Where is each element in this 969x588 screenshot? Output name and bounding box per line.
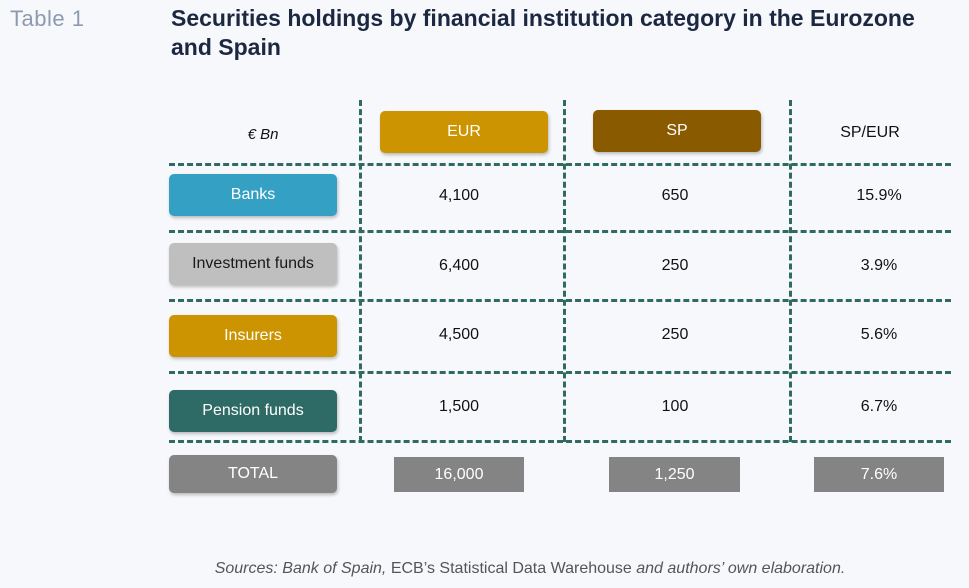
source-lead: Sources: Bank of Spain, [214,560,391,577]
cell-eur: 1,500 [438,398,480,415]
total-label: TOTAL [169,455,337,493]
grid-vline [789,100,792,442]
cell-ratio: 3.9% [860,257,898,274]
grid-vline [563,100,566,442]
grid-hline [169,371,951,374]
row-label-banks: Banks [169,174,337,216]
total-sp: 1,250 [609,457,740,492]
grid-vline [359,100,362,442]
grid-hline [169,299,951,302]
table-number-label: Table 1 [10,6,85,31]
source-note: Sources: Bank of Spain, ECB’s Statistica… [0,560,969,578]
column-header-ratio: SP/EUR [840,124,900,141]
row-label-pension-funds: Pension funds [169,390,337,432]
source-tail: and authors’ own elaboration. [631,560,846,577]
cell-sp: 250 [661,326,689,343]
total-eur: 16,000 [394,457,524,492]
cell-sp: 100 [661,398,689,415]
cell-ratio: 5.6% [860,326,898,343]
column-header-eur: EUR [380,111,548,153]
column-header-sp: SP [593,110,761,152]
grid-hline [169,230,951,233]
cell-eur: 4,100 [438,187,480,204]
unit-label: € Bn [247,126,279,143]
cell-ratio: 6.7% [860,398,898,415]
cell-ratio: 15.9% [856,187,902,204]
grid-hline [169,163,951,166]
cell-sp: 650 [661,187,689,204]
table-title: Securities holdings by financial institu… [171,5,915,60]
cell-eur: 4,500 [438,326,480,343]
row-label-insurers: Insurers [169,315,337,357]
source-plain: ECB’s Statistical Data Warehouse [390,560,632,577]
cell-eur: 6,400 [438,257,480,274]
row-label-investment-funds: Investment funds [169,243,337,285]
total-ratio: 7.6% [814,457,944,492]
grid-hline [169,440,951,443]
cell-sp: 250 [661,257,689,274]
